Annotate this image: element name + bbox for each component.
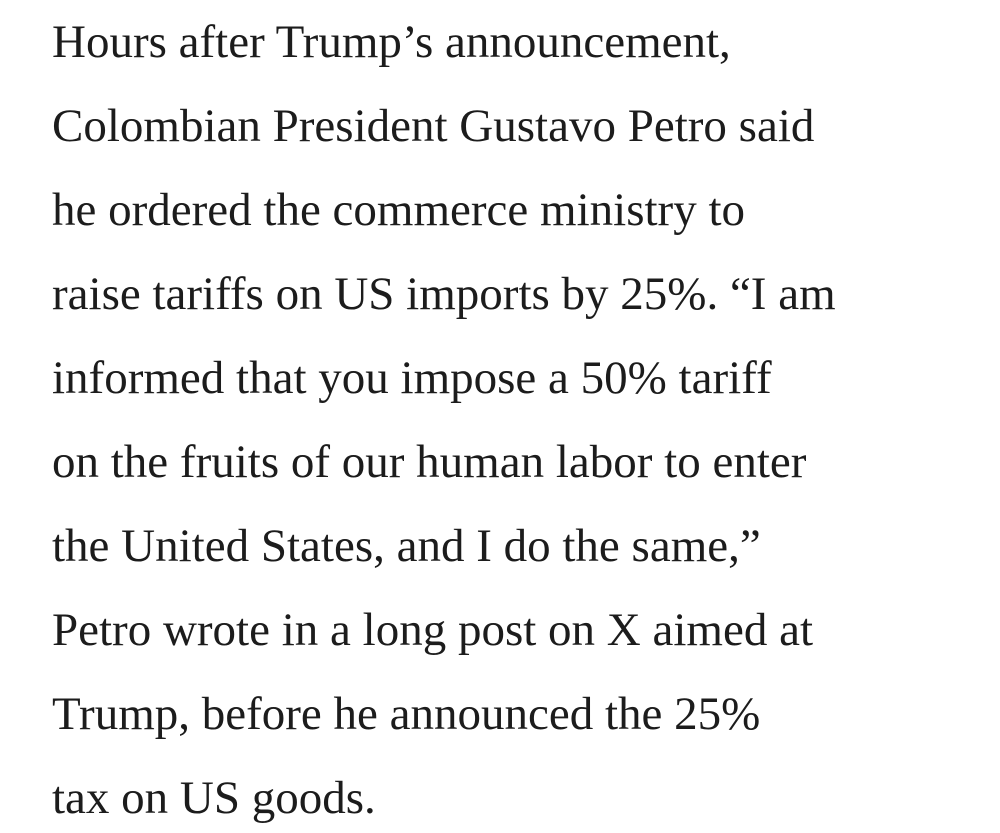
text-line: the United States, and I do the same,” — [52, 520, 761, 572]
text-line: Petro wrote in a long post on X aimed at — [52, 604, 813, 656]
text-line: Colombian President Gustavo Petro said — [52, 100, 815, 152]
text-line: Hours after Trump’s announcement, — [52, 16, 731, 68]
text-line: he ordered the commerce ministry to — [52, 184, 745, 236]
text-line: Trump, before he announced the 25% — [52, 688, 761, 740]
text-line: raise tariffs on US imports by 25%. “I a… — [52, 268, 836, 320]
text-line: tax on US goods. — [52, 772, 376, 824]
text-line: on the fruits of our human labor to ente… — [52, 436, 807, 488]
text-line: informed that you impose a 50% tariff — [52, 352, 772, 404]
